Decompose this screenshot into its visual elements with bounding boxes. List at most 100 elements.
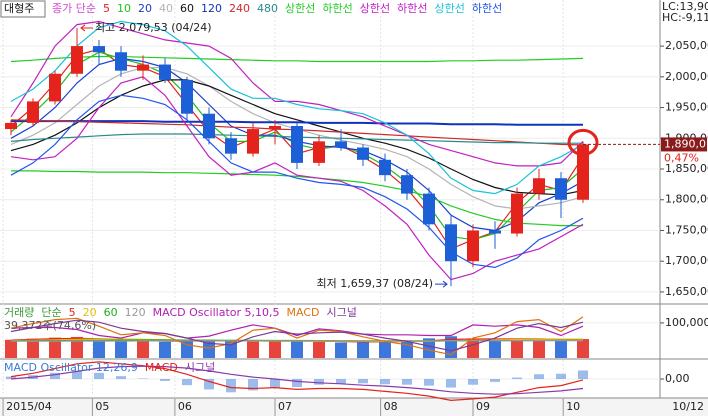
candle-body bbox=[137, 64, 149, 71]
legend-entry: 5 bbox=[103, 2, 110, 15]
legend-label: 단순 bbox=[41, 306, 61, 319]
legend-entry: MACD bbox=[145, 361, 178, 374]
x-tick-label: 05 bbox=[95, 400, 109, 413]
volume-bar bbox=[555, 340, 567, 358]
candle-body bbox=[49, 73, 61, 102]
candle-body bbox=[225, 138, 237, 154]
y-tick-label: 1,650,00 bbox=[665, 285, 708, 298]
candle-body bbox=[269, 125, 281, 130]
indicator-line bbox=[10, 20, 584, 167]
indicator-line bbox=[11, 170, 583, 227]
oscillator-bar bbox=[94, 372, 104, 379]
indicator-line bbox=[10, 324, 584, 339]
candle-body bbox=[313, 141, 325, 163]
candle-body bbox=[511, 193, 523, 234]
candle-body bbox=[203, 113, 215, 139]
volume-bar bbox=[511, 339, 523, 358]
volume-bar bbox=[423, 338, 435, 358]
volume-bar bbox=[313, 341, 325, 358]
volume-bar bbox=[27, 338, 39, 358]
annotation: 최저 1,659,37 (08/24) bbox=[316, 277, 433, 290]
legend-entry: 40 bbox=[159, 2, 173, 15]
oscillator-bar bbox=[358, 379, 368, 384]
legend-entry: 하한선 bbox=[397, 1, 427, 15]
legend-entry: MACD Oscillator 5,10,5 bbox=[153, 306, 280, 319]
oscillator-bar bbox=[380, 379, 390, 385]
candle-body bbox=[181, 79, 193, 114]
volume-bar bbox=[137, 341, 149, 358]
y-tick-label: 1,950,00 bbox=[665, 101, 708, 114]
candle-body bbox=[335, 141, 347, 148]
date-axis bbox=[0, 398, 708, 416]
oscillator-bar bbox=[6, 376, 16, 379]
volume-bar bbox=[577, 339, 589, 358]
indicator-line bbox=[10, 316, 584, 356]
candle-body bbox=[357, 147, 369, 160]
highlight-ring bbox=[567, 128, 599, 156]
candle-body bbox=[467, 230, 479, 262]
candle-body bbox=[247, 129, 259, 154]
oscillator-bar bbox=[226, 379, 236, 393]
indicator-line bbox=[10, 365, 584, 395]
volume-bar bbox=[203, 339, 215, 358]
candle-body bbox=[489, 230, 501, 234]
annotation: 최고 2,079,53 (04/24) bbox=[95, 21, 212, 34]
oscillator-bar bbox=[468, 379, 478, 385]
volume-bar bbox=[71, 336, 83, 358]
annotation-arrow bbox=[435, 280, 448, 288]
legend-label: 거래량 bbox=[4, 306, 34, 319]
oscillator-bar bbox=[490, 379, 500, 382]
legend-entry: 10 bbox=[117, 2, 131, 15]
volume-bar bbox=[49, 337, 61, 358]
x-tick-label: 09 bbox=[476, 400, 490, 413]
y-tick-label: 0,00 bbox=[665, 372, 690, 385]
legend-entry: 20 bbox=[83, 306, 97, 319]
oscillator-bar bbox=[204, 379, 214, 390]
legend-entry: MACD bbox=[287, 306, 320, 319]
y-tick-label: 1,750,00 bbox=[665, 223, 708, 236]
legend-entry: 시그널 bbox=[185, 361, 215, 374]
oscillator-bar bbox=[512, 377, 522, 379]
oscillator-bar bbox=[270, 379, 280, 388]
x-tick-label: 2015/04 bbox=[6, 400, 52, 413]
candle-body bbox=[555, 178, 567, 200]
candle-body bbox=[27, 101, 39, 123]
oscillator-bar bbox=[534, 374, 544, 379]
legend-entry: 5 bbox=[69, 306, 76, 319]
volume-bar bbox=[159, 341, 171, 358]
last-price-label: 1,890,0 bbox=[664, 137, 706, 150]
volume-bar bbox=[379, 341, 391, 358]
annotation-arrow bbox=[80, 24, 93, 32]
oscillator-bar bbox=[160, 379, 170, 381]
candle-body bbox=[159, 64, 171, 80]
oscillator-bar bbox=[446, 379, 456, 388]
legend-entry: 하한선 bbox=[322, 1, 352, 15]
indicator-line bbox=[10, 319, 584, 352]
legend-entry: 상한선 bbox=[434, 2, 464, 15]
legend-entry: 60 bbox=[104, 306, 118, 319]
oscillator-bar bbox=[50, 372, 60, 379]
candle-body bbox=[291, 125, 303, 163]
y-tick-label: 1,850,00 bbox=[665, 162, 708, 175]
x-tick-label: 07 bbox=[278, 400, 292, 413]
indicator-line bbox=[10, 55, 584, 63]
y-tick-label: 2,050,00 bbox=[665, 39, 708, 52]
y-tick-label: 100,000 bbox=[665, 316, 708, 329]
legend-entry: 240 bbox=[229, 2, 250, 15]
legend-entry: 480 bbox=[257, 2, 278, 15]
oscillator-bar bbox=[336, 379, 346, 384]
volume-bar bbox=[269, 341, 281, 358]
legend-entry: 20 bbox=[138, 2, 152, 15]
title-box bbox=[0, 0, 46, 18]
candle-body bbox=[423, 193, 435, 225]
legend-entry: 120 bbox=[125, 306, 146, 319]
last-price-box bbox=[661, 137, 707, 152]
candle-body bbox=[401, 175, 413, 194]
oscillator-bar bbox=[424, 379, 434, 386]
x-tick-label: 10 bbox=[566, 400, 580, 413]
volume-bar bbox=[115, 341, 127, 358]
y-tick-label: 1,700,00 bbox=[665, 254, 708, 267]
volume-bar bbox=[401, 340, 413, 358]
volume-bar bbox=[291, 340, 303, 358]
